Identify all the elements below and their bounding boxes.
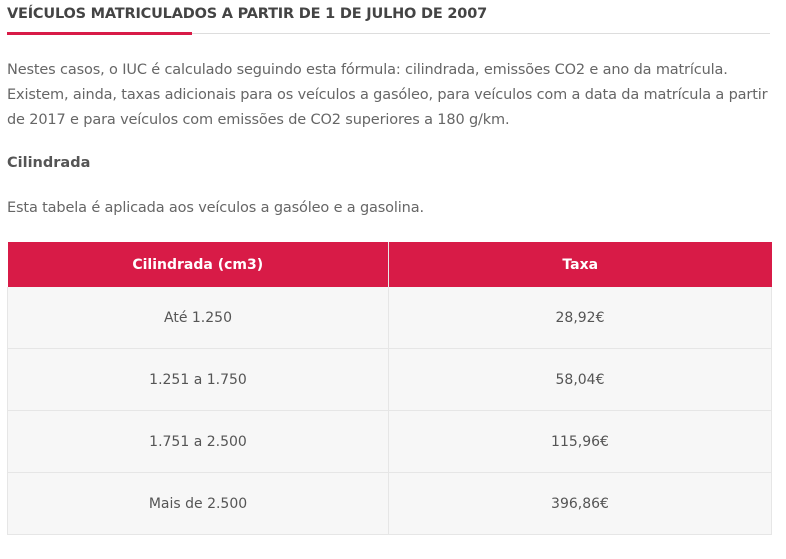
- cell-taxa: 115,96€: [388, 410, 772, 473]
- cell-taxa: 58,04€: [388, 348, 772, 411]
- subheading-cilindrada: Cilindrada: [7, 155, 91, 171]
- table-note: Esta tabela é aplicada aos veículos a ga…: [7, 200, 424, 216]
- heading-divider: [7, 33, 770, 34]
- cell-cilindrada: 1.251 a 1.750: [7, 348, 389, 411]
- cell-taxa: 396,86€: [388, 472, 772, 535]
- intro-paragraph: Nestes casos, o IUC é calculado seguindo…: [7, 62, 768, 128]
- cell-cilindrada: 1.751 a 2.500: [7, 410, 389, 473]
- cell-taxa: 28,92€: [388, 287, 772, 349]
- column-header-cilindrada: Cilindrada (cm3): [7, 242, 389, 287]
- table-row: Mais de 2.500 396,86€: [7, 472, 772, 535]
- cell-cilindrada: Até 1.250: [7, 287, 389, 349]
- cell-cilindrada: Mais de 2.500: [7, 472, 389, 535]
- table-row: Até 1.250 28,92€: [7, 287, 772, 349]
- table-row: 1.251 a 1.750 58,04€: [7, 348, 772, 411]
- section-heading: VEÍCULOS MATRICULADOS A PARTIR DE 1 DE J…: [7, 6, 487, 22]
- column-header-taxa: Taxa: [388, 242, 772, 287]
- rates-table: Cilindrada (cm3) Taxa Até 1.250 28,92€ 1…: [7, 242, 772, 535]
- table-header-row: Cilindrada (cm3) Taxa: [7, 242, 772, 287]
- table-row: 1.751 a 2.500 115,96€: [7, 410, 772, 473]
- heading-accent-bar: [7, 32, 192, 35]
